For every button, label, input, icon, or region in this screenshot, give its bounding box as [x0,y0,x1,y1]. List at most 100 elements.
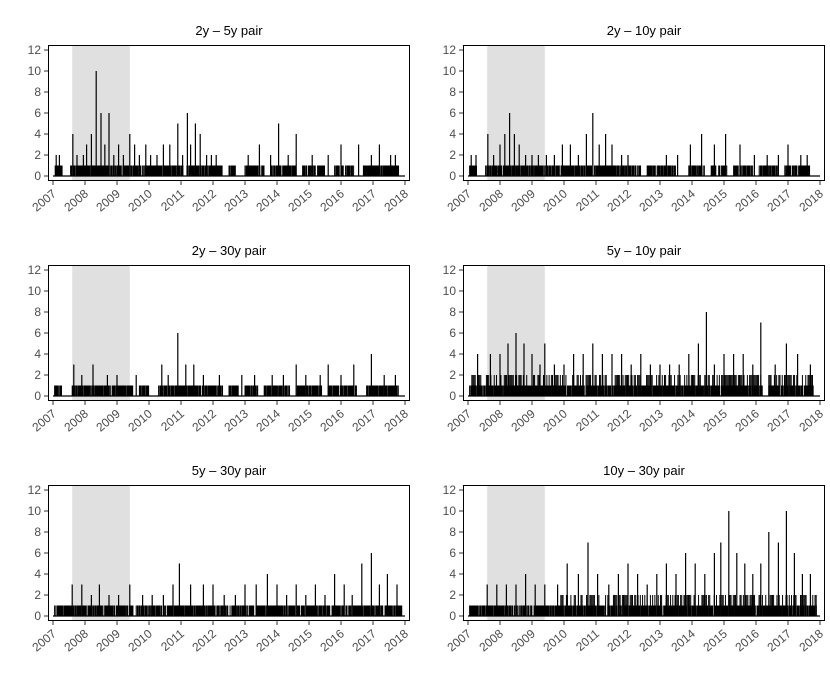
y-tick-label: 6 [34,546,41,560]
y-tick-label: 10 [443,284,457,298]
x-tick-label: 2014 [668,186,698,214]
y-tick-label: 12 [443,483,457,497]
plot-frame [48,485,410,621]
y-tick-label: 0 [34,609,41,623]
x-tick-label: 2010 [125,186,155,214]
x-tick-label: 2007 [29,186,59,214]
x-tick-label: 2012 [189,626,219,654]
chart-title: 2y – 30y pair [192,243,267,258]
y-tick-label: 0 [34,389,41,403]
x-tick-label: 2010 [540,186,570,214]
y-tick-label: 8 [449,85,456,99]
x-tick-label: 2014 [668,406,698,434]
x-tick-label: 2018 [381,186,411,214]
x-tick-label: 2018 [381,406,411,434]
y-tick-label: 2 [449,588,456,602]
y-tick-label: 8 [449,305,456,319]
y-tick-label: 6 [34,326,41,340]
x-tick-label: 2016 [317,406,347,434]
x-tick-label: 2009 [93,626,123,654]
y-tick-label: 12 [28,483,42,497]
x-tick-label: 2014 [253,626,283,654]
y-tick-label: 6 [449,106,456,120]
x-tick-label: 2009 [508,626,538,654]
x-tick-label: 2012 [189,186,219,214]
y-tick-label: 0 [34,169,41,183]
x-tick-label: 2016 [317,626,347,654]
crisis-shaded-region [487,45,545,181]
y-tick-label: 2 [449,368,456,382]
y-tick-label: 12 [28,263,42,277]
y-tick-label: 8 [449,525,456,539]
y-tick-label: 2 [449,148,456,162]
y-tick-label: 4 [449,567,456,581]
plot-frame [48,265,410,401]
spike-series [469,511,817,616]
x-tick-label: 2016 [732,626,762,654]
chart-title: 10y – 30y pair [603,463,685,478]
y-tick-label: 8 [34,305,41,319]
x-tick-label: 2011 [158,406,187,434]
x-tick-label: 2007 [444,406,474,434]
x-tick-label: 2018 [796,406,826,434]
x-tick-label: 2015 [700,186,730,214]
x-tick-label: 2018 [381,626,411,654]
chart-title: 2y – 5y pair [195,23,263,38]
x-tick-label: 2013 [636,186,666,214]
x-tick-label: 2010 [125,626,155,654]
x-tick-label: 2017 [764,626,794,654]
x-tick-label: 2017 [349,626,379,654]
x-tick-label: 2014 [668,626,698,654]
x-tick-label: 2012 [604,626,634,654]
x-tick-label: 2010 [125,406,155,434]
x-tick-label: 2008 [61,626,91,654]
x-tick-label: 2018 [796,626,826,654]
x-tick-label: 2011 [573,186,602,214]
y-tick-label: 12 [28,43,42,57]
chart-title: 5y – 30y pair [192,463,267,478]
x-tick-label: 2007 [444,626,474,654]
y-tick-label: 4 [34,567,41,581]
y-tick-label: 6 [449,546,456,560]
crisis-shaded-region [72,485,130,621]
x-tick-label: 2016 [317,186,347,214]
x-tick-label: 2013 [221,406,251,434]
y-tick-label: 10 [443,64,457,78]
x-tick-label: 2007 [29,406,59,434]
y-tick-label: 10 [28,504,42,518]
x-tick-label: 2008 [476,186,506,214]
x-tick-label: 2015 [285,406,315,434]
x-tick-label: 2014 [253,406,283,434]
spike-series [469,312,814,396]
plot-frame [463,485,825,621]
x-tick-label: 2009 [93,406,123,434]
x-tick-label: 2009 [508,186,538,214]
chart-title: 2y – 10y pair [607,23,682,38]
x-tick-label: 2009 [508,406,538,434]
y-tick-label: 10 [28,64,42,78]
x-tick-label: 2013 [636,626,666,654]
y-tick-label: 4 [449,127,456,141]
x-tick-label: 2009 [93,186,123,214]
spike-series [54,553,403,616]
x-tick-label: 2017 [764,186,794,214]
x-tick-label: 2015 [700,406,730,434]
x-tick-label: 2015 [285,186,315,214]
x-tick-label: 2017 [349,186,379,214]
x-tick-label: 2007 [29,626,59,654]
y-tick-label: 8 [34,525,41,539]
y-tick-label: 4 [449,347,456,361]
y-tick-label: 4 [34,347,41,361]
x-tick-label: 2008 [476,626,506,654]
plot-frame [463,265,825,401]
y-tick-label: 2 [34,588,41,602]
y-tick-label: 8 [34,85,41,99]
y-tick-label: 0 [449,609,456,623]
x-tick-label: 2011 [573,626,602,654]
x-tick-label: 2016 [732,186,762,214]
x-tick-label: 2011 [158,626,187,654]
